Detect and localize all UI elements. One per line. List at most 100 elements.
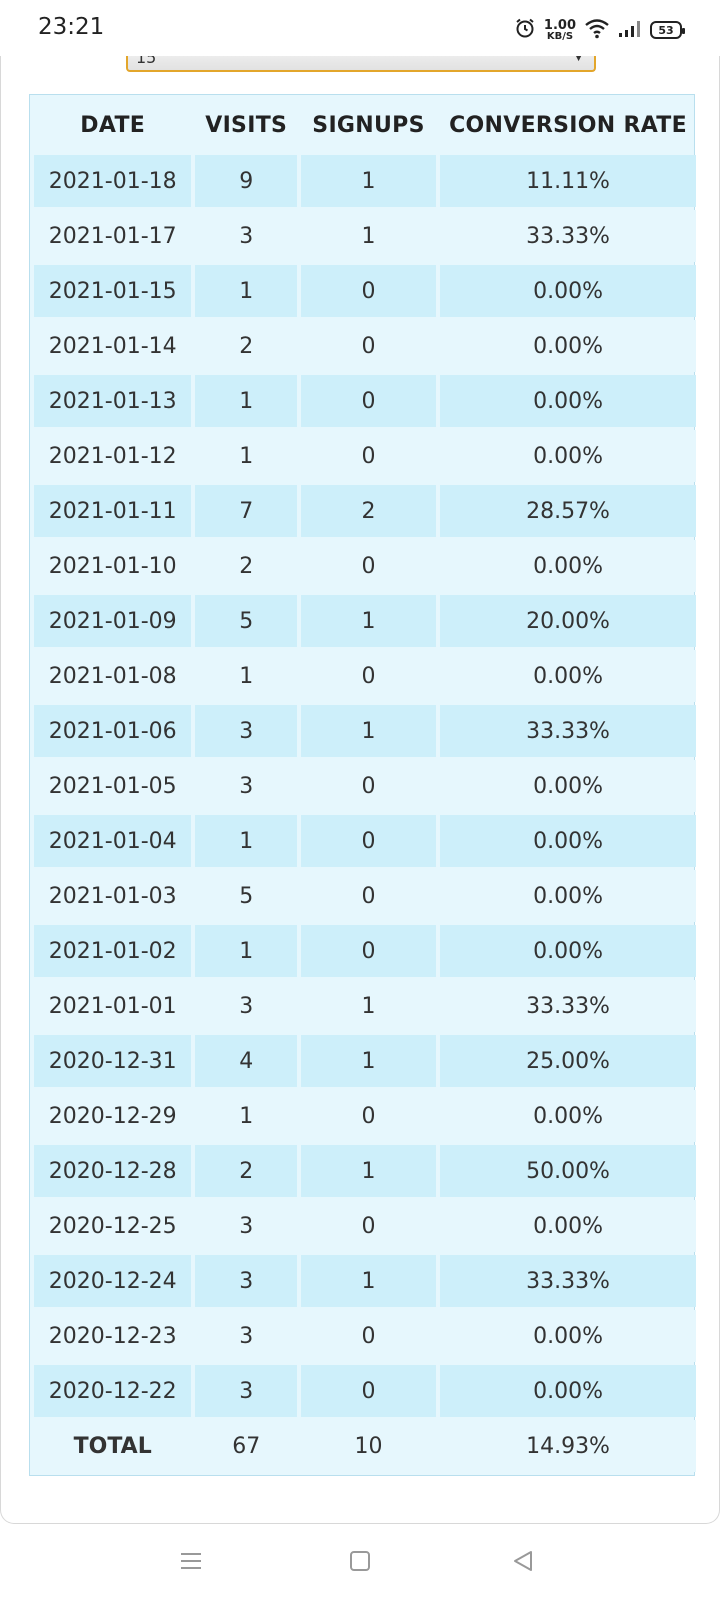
cell-date: 2021-01-17: [34, 210, 192, 262]
cell-conversion-rate: 0.00%: [440, 320, 696, 372]
cell-visits: 3: [195, 1310, 297, 1362]
cell-conversion-rate: 0.00%: [440, 540, 696, 592]
cell-date: 2021-01-13: [34, 375, 192, 427]
back-icon[interactable]: [508, 1546, 538, 1576]
cell-signups: 1: [300, 210, 437, 262]
cell-conversion-rate: 0.00%: [440, 650, 696, 702]
cell-signups: 0: [300, 870, 437, 922]
cell-conversion-rate: 0.00%: [440, 430, 696, 482]
header-conversion-rate: CONVERSION RATE: [449, 112, 687, 138]
cell-visits: 3: [195, 1255, 297, 1307]
cell-visits: 3: [195, 980, 297, 1032]
cell-date: 2020-12-24: [34, 1255, 192, 1307]
stats-table: DATE VISITS SIGNUPS CONVERSION RATE 2021…: [30, 95, 700, 1475]
cell-signups: 0: [300, 430, 437, 482]
table-row: 2021-01-06 3 1 33.33%: [34, 705, 696, 757]
report-card: 15 ▼ DATE VISITS SIGNUPS CONVERSION RATE…: [0, 56, 720, 1524]
alarm-icon: [514, 17, 536, 43]
home-icon[interactable]: [345, 1546, 375, 1576]
header-visits: VISITS: [205, 112, 288, 138]
cell-date: 2021-01-05: [34, 760, 192, 812]
cell-signups: 0: [300, 1365, 437, 1417]
table-row: 2020-12-28 2 1 50.00%: [34, 1145, 696, 1197]
cell-signups: 1: [300, 980, 437, 1032]
cell-visits: 1: [195, 375, 297, 427]
table-row: 2020-12-31 4 1 25.00%: [34, 1035, 696, 1087]
cell-date: 2021-01-01: [34, 980, 192, 1032]
chevron-down-icon: ▼: [575, 56, 582, 63]
cell-signups: 1: [300, 1145, 437, 1197]
cell-conversion-rate: 0.00%: [440, 1090, 696, 1142]
cell-date: 2020-12-29: [34, 1090, 192, 1142]
cell-conversion-rate: 33.33%: [440, 210, 696, 262]
table-row: 2021-01-14 2 0 0.00%: [34, 320, 696, 372]
cell-visits: 3: [195, 705, 297, 757]
cell-date: 2021-01-10: [34, 540, 192, 592]
cell-visits: 2: [195, 540, 297, 592]
table-row: 2021-01-12 1 0 0.00%: [34, 430, 696, 482]
cell-signups: 2: [300, 485, 437, 537]
total-label: TOTAL: [34, 1420, 192, 1472]
cell-date: 2021-01-04: [34, 815, 192, 867]
total-signups: 10: [300, 1420, 437, 1472]
cell-visits: 1: [195, 650, 297, 702]
table-row: 2020-12-25 3 0 0.00%: [34, 1200, 696, 1252]
cell-date: 2021-01-15: [34, 265, 192, 317]
table-row: 2020-12-24 3 1 33.33%: [34, 1255, 696, 1307]
cell-conversion-rate: 0.00%: [440, 1365, 696, 1417]
wifi-icon: [584, 17, 610, 43]
table-header-row: DATE VISITS SIGNUPS CONVERSION RATE: [34, 98, 696, 152]
cell-date: 2020-12-25: [34, 1200, 192, 1252]
cell-visits: 4: [195, 1035, 297, 1087]
cell-date: 2020-12-22: [34, 1365, 192, 1417]
cell-visits: 1: [195, 925, 297, 977]
cell-conversion-rate: 0.00%: [440, 1310, 696, 1362]
signal-icon: [618, 18, 642, 42]
cell-date: 2020-12-28: [34, 1145, 192, 1197]
cell-conversion-rate: 33.33%: [440, 1255, 696, 1307]
cell-conversion-rate: 20.00%: [440, 595, 696, 647]
status-time: 23:21: [38, 14, 105, 40]
cell-signups: 1: [300, 1255, 437, 1307]
cell-conversion-rate: 0.00%: [440, 265, 696, 317]
cell-date: 2021-01-11: [34, 485, 192, 537]
period-select[interactable]: 15 ▼: [126, 56, 596, 72]
net-speed: 1.00 KB/S: [544, 19, 576, 42]
stats-table-container: DATE VISITS SIGNUPS CONVERSION RATE 2021…: [29, 94, 696, 1476]
cell-conversion-rate: 0.00%: [440, 1200, 696, 1252]
net-speed-unit: KB/S: [546, 30, 574, 42]
table-row: 2020-12-22 3 0 0.00%: [34, 1365, 696, 1417]
cell-signups: 0: [300, 1310, 437, 1362]
table-row: 2021-01-02 1 0 0.00%: [34, 925, 696, 977]
cell-visits: 3: [195, 760, 297, 812]
cell-signups: 0: [300, 265, 437, 317]
cell-signups: 0: [300, 815, 437, 867]
cell-conversion-rate: 11.11%: [440, 155, 696, 207]
cell-signups: 0: [300, 375, 437, 427]
cell-visits: 3: [195, 1365, 297, 1417]
cell-conversion-rate: 0.00%: [440, 925, 696, 977]
battery-icon: 53: [650, 21, 685, 39]
cell-visits: 5: [195, 870, 297, 922]
cell-date: 2021-01-09: [34, 595, 192, 647]
header-date: DATE: [80, 112, 146, 138]
total-conversion-rate: 14.93%: [440, 1420, 696, 1472]
table-row: 2021-01-08 1 0 0.00%: [34, 650, 696, 702]
cell-conversion-rate: 0.00%: [440, 760, 696, 812]
cell-conversion-rate: 33.33%: [440, 980, 696, 1032]
cell-date: 2021-01-14: [34, 320, 192, 372]
menu-icon[interactable]: [176, 1546, 206, 1576]
header-signups: SIGNUPS: [312, 112, 425, 138]
total-row: TOTAL 67 10 14.93%: [34, 1420, 696, 1472]
total-visits: 67: [195, 1420, 297, 1472]
table-row: 2020-12-23 3 0 0.00%: [34, 1310, 696, 1362]
cell-signups: 0: [300, 1200, 437, 1252]
status-bar: 23:21 1.00 KB/S 53: [0, 0, 720, 56]
system-nav-bar: [0, 1524, 720, 1600]
cell-signups: 0: [300, 320, 437, 372]
table-row: 2021-01-18 9 1 11.11%: [34, 155, 696, 207]
table-row: 2021-01-03 5 0 0.00%: [34, 870, 696, 922]
cell-date: 2021-01-18: [34, 155, 192, 207]
table-row: 2021-01-04 1 0 0.00%: [34, 815, 696, 867]
cell-date: 2020-12-23: [34, 1310, 192, 1362]
